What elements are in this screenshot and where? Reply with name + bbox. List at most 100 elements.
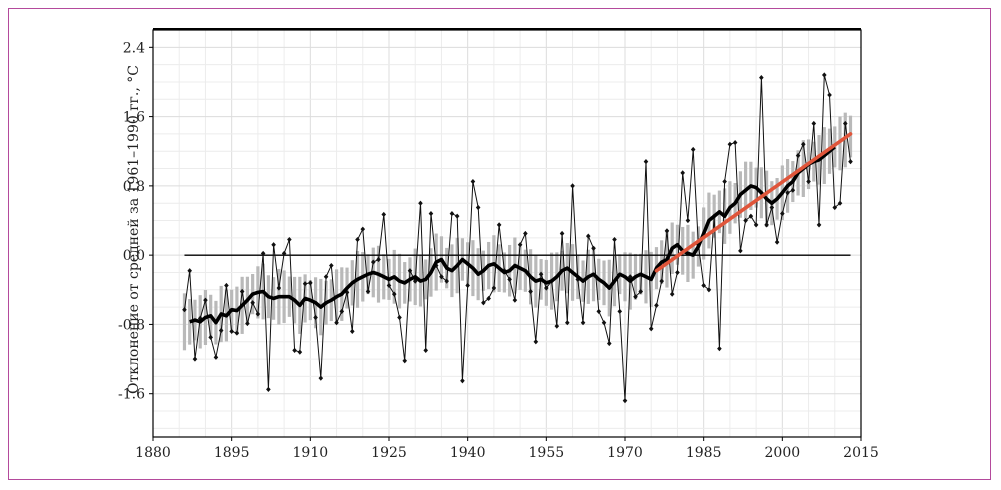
annual-point xyxy=(827,92,832,98)
annual-point xyxy=(774,239,780,245)
annual-point xyxy=(795,152,801,159)
annual-point xyxy=(412,278,418,284)
annual-point xyxy=(391,291,397,297)
annual-point xyxy=(224,282,229,289)
tick-labels: 1880 1895 1910 1925 1940 1955 1970 1985 2000 2015… xyxy=(118,40,879,461)
annual-point xyxy=(832,204,838,211)
x-tick-label: 1880 xyxy=(135,445,171,461)
annual-point xyxy=(727,141,733,147)
annual-point xyxy=(397,314,402,321)
annual-point xyxy=(481,300,486,306)
annual-point xyxy=(386,282,392,289)
annual-point xyxy=(318,375,324,381)
annual-point xyxy=(496,222,502,228)
x-tick-label: 2015 xyxy=(843,445,879,461)
annual-point xyxy=(512,297,518,303)
annual-point xyxy=(297,349,303,355)
annual-point xyxy=(454,213,460,219)
annual-point xyxy=(743,217,748,224)
y-tick-label: 1.6 xyxy=(123,110,145,126)
annual-point xyxy=(349,328,355,334)
annual-point xyxy=(276,285,282,291)
annual-point xyxy=(334,320,339,326)
y-tick-label: -1.6 xyxy=(118,387,145,403)
annual-point xyxy=(801,141,806,147)
annual-point xyxy=(821,72,827,78)
annual-point xyxy=(848,159,853,165)
x-tick-label: 1955 xyxy=(529,445,565,461)
annual-point xyxy=(837,200,843,206)
annual-point xyxy=(680,170,685,176)
annual-point xyxy=(323,274,329,280)
annual-point xyxy=(638,288,644,295)
x-tick-label: 1925 xyxy=(371,445,407,461)
annual-point xyxy=(187,268,193,274)
annual-point xyxy=(722,178,727,185)
annual-point xyxy=(654,302,659,308)
annual-point xyxy=(664,228,670,234)
annual-point xyxy=(753,222,759,228)
annual-point xyxy=(402,358,408,364)
annual-point xyxy=(491,285,497,291)
annual-point xyxy=(685,217,691,224)
annual-point xyxy=(533,339,539,345)
annual-point xyxy=(381,211,387,218)
annual-point xyxy=(811,120,817,127)
y-tick-label: 0.8 xyxy=(123,179,145,195)
annual-point xyxy=(308,280,313,286)
annual-point xyxy=(344,289,350,295)
annual-point xyxy=(465,282,470,289)
annual-point xyxy=(428,210,434,217)
x-tick-label: 1985 xyxy=(686,445,722,461)
annual-point xyxy=(842,120,848,127)
annual-point xyxy=(528,288,533,295)
annual-point xyxy=(339,308,345,315)
annual-point xyxy=(764,222,769,228)
annual-point xyxy=(612,236,617,243)
annual-point xyxy=(460,378,465,384)
annual-point xyxy=(565,320,570,326)
annual-point xyxy=(486,295,491,302)
annual-point xyxy=(659,278,665,284)
x-tick-label: 1970 xyxy=(607,445,643,461)
annual-point xyxy=(271,242,276,248)
annual-point xyxy=(260,250,266,257)
x-tick-label: 1940 xyxy=(450,445,486,461)
annual-point xyxy=(690,146,696,153)
annual-point xyxy=(182,307,187,313)
annual-point xyxy=(250,300,255,306)
annual-point xyxy=(302,281,308,287)
annual-point xyxy=(234,330,240,336)
y-tick-label: 0.0 xyxy=(123,248,145,264)
annual-point xyxy=(617,308,623,315)
annual-point xyxy=(213,354,219,360)
y-tick-label: -0.8 xyxy=(118,317,145,333)
annual-point xyxy=(365,288,371,295)
annual-point xyxy=(370,259,376,265)
annual-point xyxy=(706,287,712,293)
annual-point xyxy=(780,210,785,217)
annual-point xyxy=(517,242,523,248)
annual-point xyxy=(596,308,602,315)
annual-point xyxy=(407,268,413,274)
annual-point xyxy=(717,346,722,352)
x-tick-label: 1895 xyxy=(214,445,250,461)
annual-point xyxy=(580,320,586,326)
annual-point xyxy=(633,294,638,300)
annual-point xyxy=(281,250,287,257)
annual-point xyxy=(738,248,743,254)
annual-point xyxy=(423,347,429,354)
annual-point xyxy=(449,210,455,217)
annual-point xyxy=(591,245,596,251)
series xyxy=(182,72,853,404)
grid-lines xyxy=(152,29,862,437)
annual-point xyxy=(816,222,822,228)
annual-point xyxy=(669,291,675,297)
annual-point xyxy=(759,75,764,81)
annual-point xyxy=(245,320,250,327)
annual-point xyxy=(554,323,560,329)
annual-point xyxy=(255,311,261,317)
annual-point xyxy=(239,288,245,295)
axes xyxy=(149,28,862,441)
